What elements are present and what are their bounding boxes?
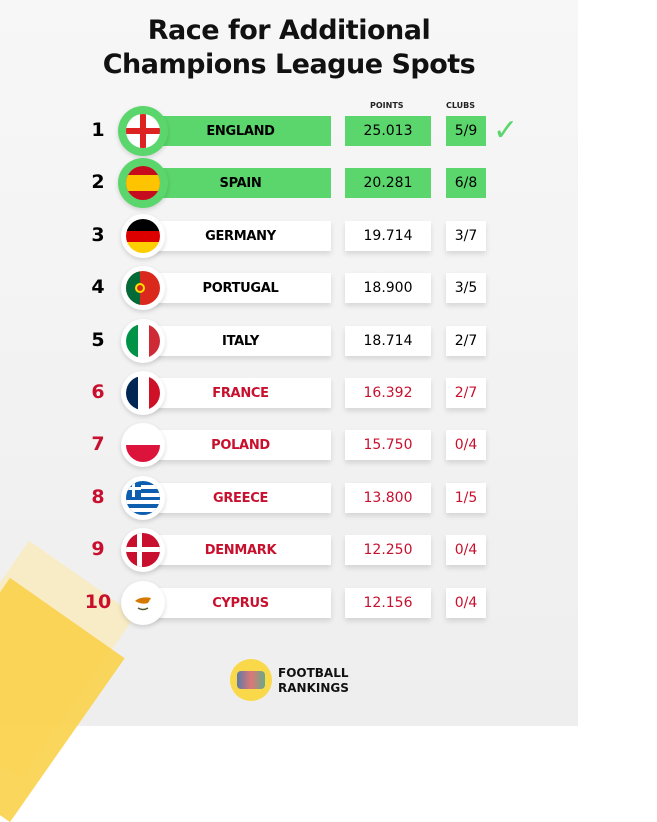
points-value: 18.714	[345, 325, 431, 356]
country-bar	[145, 378, 331, 408]
country-bar	[145, 325, 331, 356]
poland-flag-icon	[126, 428, 160, 463]
rank: 3	[91, 223, 105, 246]
country-name: GREECE	[212, 490, 269, 506]
points-value: 12.250	[345, 535, 431, 566]
table-row: 1 ENGLAND 25.013 5/9 ✓	[0, 106, 578, 156]
points-value: 19.714	[345, 220, 431, 251]
clubs-value: 0/4	[446, 430, 486, 461]
country-bar	[145, 273, 331, 304]
logo-line-2: RANKINGS	[278, 681, 349, 695]
spain-flag-icon	[126, 166, 160, 201]
table-row: 4 PORTUGAL 18.900 3/5	[0, 266, 578, 311]
country-name: SPAIN	[219, 176, 262, 192]
points-value: 12.156	[345, 587, 431, 618]
clubs-value: 5/9	[446, 116, 486, 146]
title-line-1: Race for Additional	[147, 15, 431, 46]
germany-flag-icon	[126, 218, 160, 253]
clubs-value: 0/4	[446, 587, 486, 618]
football-rankings-logo	[230, 659, 272, 701]
country-bar	[145, 587, 331, 618]
points-value: 13.800	[345, 482, 431, 513]
clubs-value: 2/7	[446, 378, 486, 408]
country-name: POLAND	[211, 438, 270, 454]
clubs-value: 3/5	[446, 273, 486, 304]
table-row: 10 CYPRUS 12.156 0/4	[0, 580, 578, 625]
table-row: 8 GREECE 13.800 1/5	[0, 475, 578, 520]
clubs-value: 6/8	[446, 168, 486, 199]
table-row: 9 DENMARK 12.250 0/4	[0, 528, 578, 573]
logo-line-1: FOOTBALL	[278, 666, 349, 680]
country-bar	[145, 482, 331, 513]
rank: 10	[84, 590, 112, 613]
country-bar	[145, 116, 331, 146]
points-value: 20.281	[345, 168, 431, 199]
points-value: 16.392	[345, 378, 431, 408]
country-bar	[145, 168, 331, 199]
points-value: 25.013	[345, 116, 431, 146]
country-name: PORTUGAL	[202, 281, 279, 297]
points-value: 18.900	[345, 273, 431, 304]
cyprus-flag-icon	[126, 585, 160, 620]
denmark-flag-icon	[126, 533, 160, 568]
country-name: GERMANY	[205, 228, 276, 244]
rank: 4	[91, 276, 105, 299]
page-title: Race for Additional Champions League Spo…	[0, 14, 578, 82]
title-line-2: Champions League Spots	[102, 49, 476, 80]
rank: 6	[91, 381, 105, 403]
clubs-value: 0/4	[446, 535, 486, 566]
rank: 8	[91, 485, 105, 508]
italy-flag-icon	[126, 323, 160, 358]
column-header-clubs: CLUBS	[446, 101, 476, 110]
rank: 7	[91, 433, 105, 456]
country-name: ENGLAND	[206, 124, 275, 139]
country-name: FRANCE	[212, 386, 269, 401]
rank: 9	[91, 538, 105, 561]
checkmark-icon: ✓	[493, 113, 519, 148]
clubs-value: 1/5	[446, 482, 486, 513]
country-bar	[145, 220, 331, 251]
logo-text: FOOTBALL RANKINGS	[278, 666, 349, 696]
table-row: 3 GERMANY 19.714 3/7	[0, 213, 578, 258]
table-row: 6 FRANCE 16.392 2/7	[0, 371, 578, 415]
table-row: 7 POLAND 15.750 0/4	[0, 423, 578, 468]
country-name: DENMARK	[204, 543, 277, 559]
points-value: 15.750	[345, 430, 431, 461]
greece-flag-icon	[126, 480, 160, 515]
country-bar	[145, 535, 331, 566]
country-name: CYPRUS	[212, 595, 269, 611]
portugal-flag-icon	[126, 271, 160, 306]
rank: 1	[91, 119, 105, 141]
france-flag-icon	[126, 376, 160, 410]
clubs-value: 3/7	[446, 220, 486, 251]
rank: 5	[91, 328, 105, 351]
table-row: 2 SPAIN 20.281 6/8	[0, 158, 578, 209]
column-header-points: POINTS	[370, 101, 404, 110]
clubs-value: 2/7	[446, 325, 486, 356]
england-flag-icon	[126, 114, 160, 148]
country-name: ITALY	[222, 333, 259, 349]
rank: 2	[91, 171, 105, 194]
country-bar	[145, 430, 331, 461]
table-row: 5 ITALY 18.714 2/7	[0, 318, 578, 363]
